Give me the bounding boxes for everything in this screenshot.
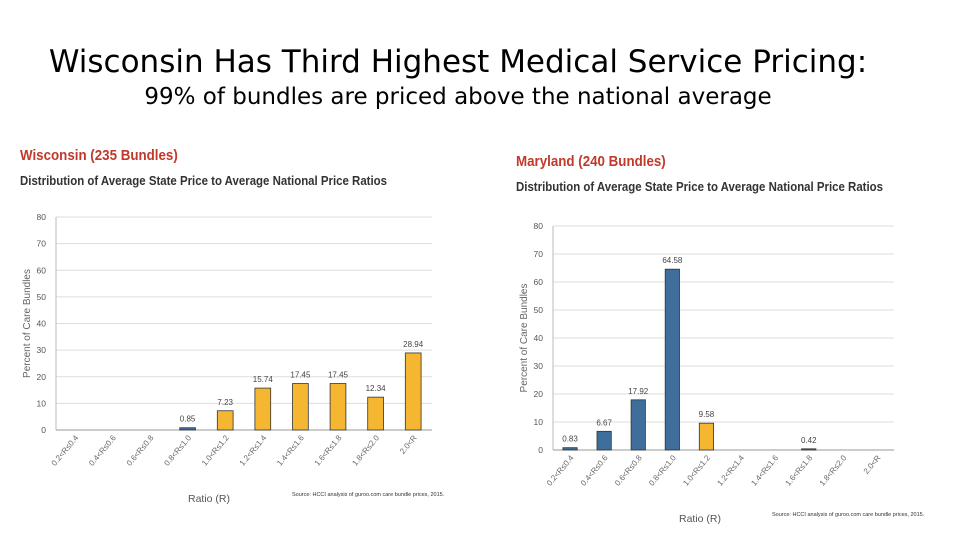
data-label: 17.45	[328, 371, 349, 380]
x-tick-label: 0.4<R≤0.6	[579, 453, 610, 488]
bar	[292, 383, 309, 431]
y-tick-label: 20	[534, 389, 544, 399]
x-tick-label: 1.2<R≤1.4	[238, 433, 269, 468]
data-label: 64.58	[662, 256, 683, 265]
y-tick-label: 30	[534, 361, 544, 371]
data-label: 7.23	[217, 398, 233, 407]
slide-subtitle: 99% of bundles are priced above the nati…	[144, 84, 772, 110]
y-tick-label: 50	[37, 292, 47, 302]
bar-chart-wisconsin: 0 10 20 30 40 50 60 70 80 0.2<R≤0.4 0.4<R≤0.6 0.6<R…	[22, 212, 445, 505]
x-tick-label: 1.0<R≤1.2	[200, 433, 231, 468]
source-note: Source: HCCI analysis of guroo.com care …	[292, 492, 445, 498]
data-label: 6.67	[596, 418, 612, 427]
y-tick-label: 30	[37, 345, 47, 355]
y-tick-label: 10	[37, 398, 47, 408]
y-axis-title: Percent of Care Bundles	[519, 284, 530, 393]
y-tick-label: 80	[534, 221, 544, 231]
y-tick-label: 0	[41, 425, 46, 435]
chart-title: Wisconsin (235 Bundles)	[20, 148, 178, 164]
bar	[216, 410, 234, 431]
x-tick-label: 1.8<R≤2.0	[818, 453, 849, 488]
chart-panel-maryland: Maryland (240 Bundles) Distribution of A…	[510, 146, 930, 526]
x-tick-label: 0.2<R≤0.4	[545, 453, 576, 488]
x-tick-label: 0.2<R≤0.4	[50, 433, 81, 468]
bar	[664, 268, 680, 451]
y-tick-label: 70	[534, 249, 544, 259]
x-tick-label: 0.6<R≤0.8	[125, 433, 156, 468]
bar	[630, 399, 646, 451]
x-axis-title: Ratio (R)	[188, 493, 230, 505]
x-tick-label: 0.6<R≤0.8	[613, 453, 644, 488]
data-label: 0.85	[180, 415, 196, 424]
y-tick-label: 50	[534, 305, 544, 315]
data-label: 17.92	[628, 387, 649, 396]
bar	[801, 448, 817, 451]
chart-panel-wisconsin: Wisconsin (235 Bundles) Distribution of …	[14, 140, 454, 510]
x-tick-label: 1.4<R≤1.6	[275, 433, 306, 468]
chart-subtitle: Distribution of Average State Price to A…	[20, 173, 388, 188]
slide-title: Wisconsin Has Third Highest Medical Serv…	[48, 44, 868, 80]
data-label: 17.45	[290, 371, 311, 380]
x-tick-label: 1.8<R≤2.0	[350, 433, 381, 468]
y-tick-label: 40	[534, 333, 544, 343]
x-tick-label: 0.8<R≤1.0	[647, 453, 678, 488]
chart-subtitle: Distribution of Average State Price to A…	[516, 179, 884, 194]
y-tick-label: 0	[538, 445, 543, 455]
data-label: 0.42	[801, 436, 817, 445]
bar	[404, 352, 422, 431]
y-tick-label: 70	[37, 239, 47, 249]
y-tick-label: 40	[37, 319, 47, 329]
data-label: 9.58	[699, 410, 715, 419]
x-tick-label: 1.2<R≤1.4	[715, 453, 746, 488]
x-tick-label: 1.4<R≤1.6	[749, 453, 780, 488]
x-tick-label: 1.6<R≤1.8	[784, 453, 815, 488]
x-axis-title: Ratio (R)	[679, 513, 721, 525]
x-tick-label: 2.0<R	[862, 453, 883, 475]
bar	[367, 396, 384, 431]
x-tick-label: 1.0<R≤1.2	[681, 453, 712, 488]
data-label: 12.34	[366, 384, 387, 393]
x-tick-label: 0.4<R≤0.6	[87, 433, 118, 468]
bar	[562, 447, 578, 451]
chart-title: Maryland (240 Bundles)	[516, 154, 666, 170]
bar	[698, 422, 715, 451]
x-tick-label: 2.0<R	[398, 433, 419, 455]
y-tick-label: 80	[37, 212, 47, 222]
y-tick-label: 20	[37, 372, 47, 382]
data-label: 15.74	[253, 375, 274, 384]
source-note: Source: HCCI analysis of guroo.com care …	[772, 512, 925, 518]
y-tick-label: 60	[37, 265, 47, 275]
bar	[329, 383, 347, 431]
y-tick-label: 10	[534, 417, 544, 427]
bar	[179, 427, 196, 431]
bar-chart-maryland: 0 10 20 30 40 50 60 70 80 0.83 0.2<R≤0.4 6.67 0.4<R≤…	[519, 221, 925, 525]
bar	[254, 387, 272, 431]
bar	[596, 430, 612, 451]
data-label: 28.94	[403, 340, 424, 349]
x-tick-label: 1.6<R≤1.8	[313, 433, 344, 468]
y-axis-title: Percent of Care Bundles	[22, 269, 33, 378]
x-tick-label: 0.8<R≤1.0	[162, 433, 193, 468]
data-label: 0.83	[562, 435, 578, 444]
y-tick-label: 60	[534, 277, 544, 287]
